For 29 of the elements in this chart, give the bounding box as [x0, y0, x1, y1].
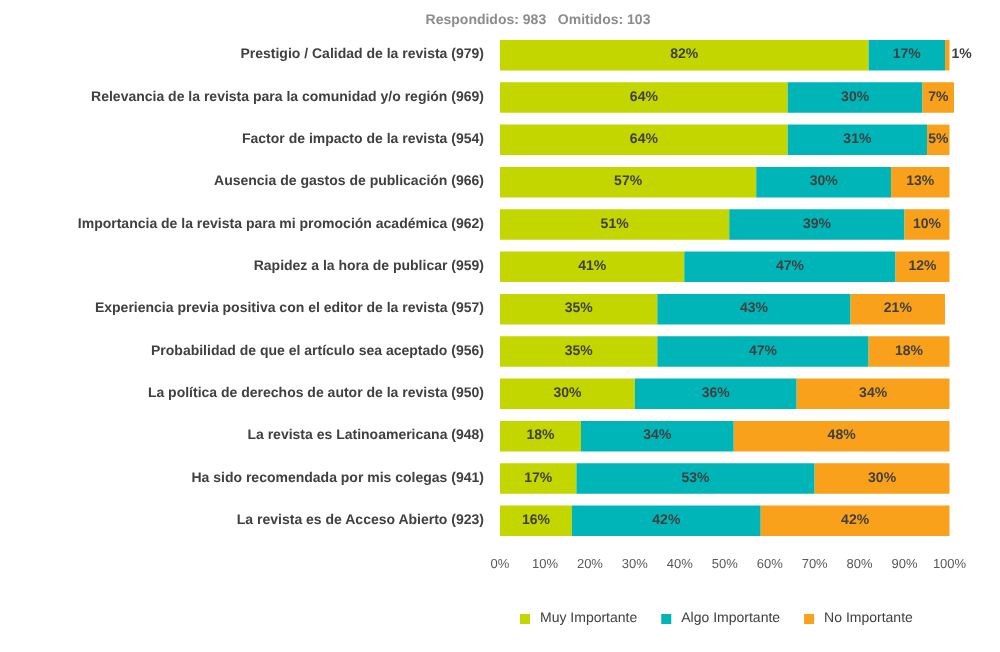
bar: [500, 463, 577, 494]
bar: [733, 420, 950, 452]
bar: [814, 463, 950, 494]
bar: [500, 209, 730, 240]
bar: [760, 505, 950, 537]
bar: [500, 39, 869, 71]
bar: [787, 82, 923, 113]
bar: [850, 293, 946, 325]
bar: [500, 293, 658, 325]
bar: [868, 336, 950, 367]
bar: [634, 378, 797, 410]
bar: [500, 251, 685, 283]
bar: [684, 251, 896, 283]
bar: [868, 39, 946, 71]
bar: [571, 505, 761, 537]
bar: [657, 293, 851, 325]
bar: [500, 336, 658, 367]
bar: [756, 166, 892, 198]
bar: [580, 420, 734, 452]
bar: [796, 378, 950, 410]
bar: [729, 209, 905, 240]
bar: [500, 82, 788, 113]
bar: [500, 166, 757, 198]
bar: [500, 378, 635, 410]
bar: [657, 336, 869, 367]
bar: [787, 124, 928, 156]
bar: [576, 463, 815, 494]
bar: [500, 124, 788, 156]
bar: [500, 420, 581, 452]
